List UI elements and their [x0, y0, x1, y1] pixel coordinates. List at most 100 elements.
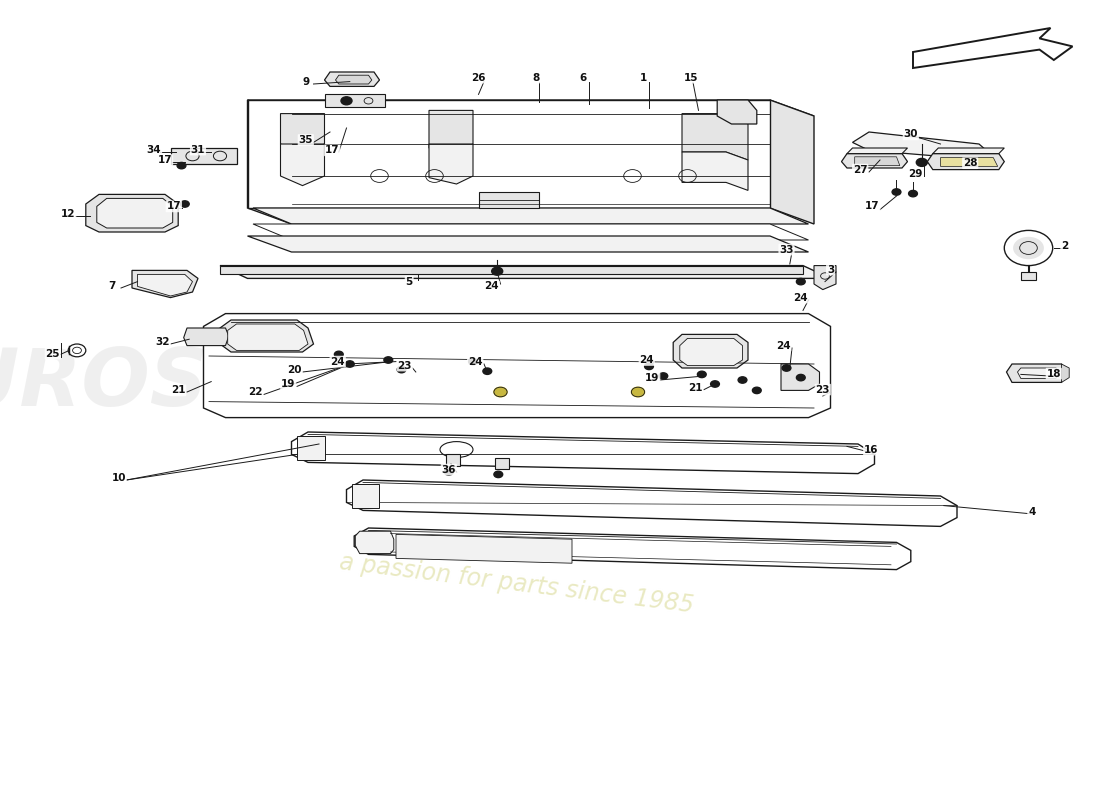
Text: 3: 3 — [827, 265, 834, 274]
Circle shape — [494, 471, 503, 478]
Circle shape — [697, 371, 706, 378]
Circle shape — [796, 374, 805, 381]
Text: 33: 33 — [779, 245, 794, 254]
Polygon shape — [446, 454, 460, 466]
Text: 34: 34 — [146, 145, 162, 154]
Text: 17: 17 — [865, 202, 880, 211]
Circle shape — [180, 201, 189, 207]
Circle shape — [892, 189, 901, 195]
Polygon shape — [855, 157, 900, 166]
Text: 27: 27 — [852, 165, 868, 174]
Circle shape — [916, 158, 927, 166]
Circle shape — [796, 278, 805, 285]
Polygon shape — [138, 274, 192, 296]
Polygon shape — [940, 158, 998, 166]
Text: 17: 17 — [157, 155, 173, 165]
Circle shape — [494, 387, 507, 397]
Text: 24: 24 — [330, 357, 345, 366]
Text: 5: 5 — [406, 277, 412, 286]
Circle shape — [341, 97, 352, 105]
Text: 23: 23 — [815, 385, 830, 394]
Text: 28: 28 — [962, 158, 978, 168]
Circle shape — [659, 373, 668, 379]
Polygon shape — [228, 324, 308, 350]
Circle shape — [782, 365, 791, 371]
Text: 22: 22 — [248, 387, 263, 397]
Text: 25: 25 — [45, 349, 60, 358]
Text: 24: 24 — [776, 341, 791, 350]
Polygon shape — [478, 192, 539, 208]
Polygon shape — [220, 266, 803, 274]
Polygon shape — [770, 100, 814, 224]
Text: 30: 30 — [903, 130, 918, 139]
Text: 32: 32 — [155, 337, 170, 346]
Text: 24: 24 — [484, 282, 499, 291]
Text: 12: 12 — [60, 209, 76, 218]
Polygon shape — [354, 528, 911, 570]
Polygon shape — [248, 100, 292, 224]
Text: 2: 2 — [1062, 241, 1068, 250]
Polygon shape — [396, 534, 572, 563]
Polygon shape — [253, 224, 808, 240]
Polygon shape — [673, 334, 748, 368]
Polygon shape — [170, 148, 236, 164]
Text: 19: 19 — [645, 374, 660, 383]
Circle shape — [483, 368, 492, 374]
Polygon shape — [842, 154, 908, 168]
Text: 4: 4 — [1028, 507, 1035, 517]
Polygon shape — [280, 144, 324, 186]
Polygon shape — [495, 458, 509, 469]
Circle shape — [345, 361, 354, 367]
Text: 24: 24 — [793, 293, 808, 302]
Text: 24: 24 — [468, 357, 483, 366]
Polygon shape — [927, 154, 1004, 170]
Polygon shape — [324, 94, 385, 107]
Polygon shape — [1006, 364, 1067, 382]
Polygon shape — [132, 270, 198, 298]
Text: 21: 21 — [170, 386, 186, 395]
Polygon shape — [336, 75, 372, 84]
Circle shape — [334, 351, 343, 358]
Circle shape — [1013, 237, 1044, 259]
Text: 8: 8 — [532, 73, 539, 82]
Polygon shape — [220, 266, 830, 278]
Text: 16: 16 — [864, 445, 879, 454]
Polygon shape — [280, 114, 324, 152]
Polygon shape — [352, 484, 379, 508]
Polygon shape — [324, 72, 380, 86]
Polygon shape — [220, 320, 313, 352]
Polygon shape — [933, 148, 1004, 154]
Polygon shape — [97, 198, 173, 228]
Polygon shape — [1021, 272, 1036, 280]
Polygon shape — [184, 328, 229, 346]
Text: a passion for parts since 1985: a passion for parts since 1985 — [339, 550, 695, 618]
Polygon shape — [717, 100, 757, 124]
Polygon shape — [682, 114, 748, 160]
Polygon shape — [346, 480, 957, 526]
Text: 7: 7 — [109, 282, 116, 291]
Polygon shape — [852, 132, 990, 160]
Circle shape — [384, 357, 393, 363]
Text: 17: 17 — [166, 202, 182, 211]
Circle shape — [738, 377, 747, 383]
Text: 10: 10 — [111, 474, 126, 483]
Circle shape — [469, 358, 477, 365]
Polygon shape — [913, 28, 1072, 68]
Circle shape — [645, 363, 653, 370]
Circle shape — [177, 162, 186, 169]
Polygon shape — [248, 236, 808, 252]
Text: 21: 21 — [688, 383, 703, 393]
Polygon shape — [680, 338, 742, 366]
Text: 9: 9 — [302, 77, 309, 86]
Circle shape — [711, 381, 719, 387]
Text: 19: 19 — [280, 379, 296, 389]
Text: EUROSPARES: EUROSPARES — [0, 345, 497, 423]
Polygon shape — [847, 148, 907, 154]
Text: 31: 31 — [190, 145, 206, 154]
Text: 17: 17 — [324, 146, 340, 155]
Circle shape — [631, 387, 645, 397]
Circle shape — [492, 267, 503, 275]
Text: 20: 20 — [287, 365, 303, 374]
Text: 15: 15 — [683, 73, 698, 82]
Circle shape — [752, 387, 761, 394]
